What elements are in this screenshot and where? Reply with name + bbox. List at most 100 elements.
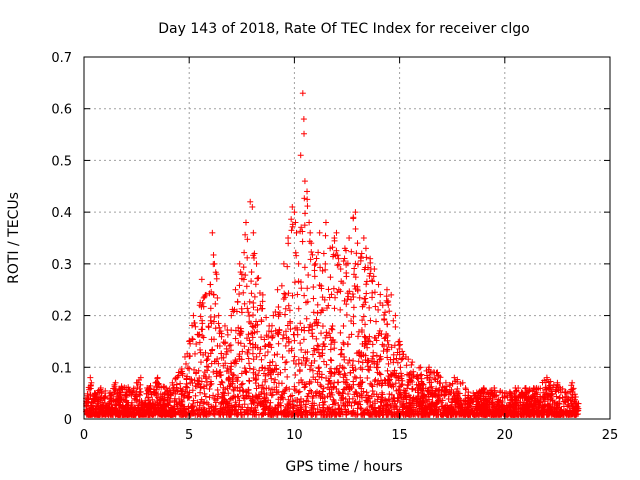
background-cloud-point	[296, 366, 303, 373]
background-cloud-point	[385, 360, 392, 367]
background-cloud-point	[247, 340, 254, 347]
background-cloud-point	[309, 251, 316, 258]
data-point	[253, 260, 260, 267]
background-cloud-point	[367, 317, 374, 324]
background-cloud-point	[223, 345, 230, 352]
background-cloud-point	[177, 380, 184, 387]
background-cloud-point	[285, 339, 292, 346]
background-cloud-point	[369, 289, 376, 296]
background-cloud-point	[241, 249, 248, 256]
background-cloud-point	[281, 366, 288, 373]
background-cloud-point	[193, 341, 200, 348]
background-cloud-point	[253, 318, 260, 325]
background-cloud-point	[282, 305, 289, 312]
background-cloud-point	[271, 351, 278, 358]
background-cloud-point	[363, 290, 370, 297]
data-point	[409, 359, 416, 366]
background-cloud-point	[288, 216, 295, 223]
background-cloud-point	[302, 210, 309, 217]
background-cloud-point	[377, 291, 384, 298]
background-cloud-point	[301, 195, 308, 202]
data-point	[383, 286, 390, 293]
background-cloud-point	[197, 359, 204, 366]
background-cloud-point	[288, 227, 295, 234]
background-cloud-point	[210, 251, 217, 258]
data-point	[388, 291, 395, 298]
background-cloud-point	[373, 318, 380, 325]
data-point	[289, 203, 296, 210]
background-cloud-point	[331, 305, 338, 312]
background-cloud-point	[240, 388, 247, 395]
background-cloud-point	[303, 315, 310, 322]
background-cloud-point	[339, 364, 346, 371]
background-cloud-point	[245, 309, 252, 316]
background-cloud-point	[253, 376, 260, 383]
background-cloud-point	[334, 262, 341, 269]
background-cloud-point	[256, 367, 263, 374]
background-cloud-point	[202, 393, 209, 400]
background-cloud-point	[264, 348, 271, 355]
background-cloud-point	[372, 303, 379, 310]
background-cloud-point	[319, 346, 326, 353]
background-cloud-point	[227, 342, 234, 349]
background-cloud-point	[297, 320, 304, 327]
data-point	[236, 260, 243, 267]
background-cloud-point	[278, 380, 285, 387]
background-cloud-point	[394, 349, 401, 356]
background-cloud-point	[249, 323, 256, 330]
data-point	[333, 229, 340, 236]
background-cloud-point	[370, 353, 377, 360]
data-point	[396, 338, 403, 345]
background-cloud-point	[279, 354, 286, 361]
data-point	[316, 229, 323, 236]
data-point	[362, 245, 369, 252]
background-cloud-point	[245, 331, 252, 338]
background-cloud-point	[341, 370, 348, 377]
data-point	[295, 260, 302, 267]
background-cloud-point	[252, 404, 259, 411]
background-cloud-point	[364, 374, 371, 381]
x-tick-label: 25	[602, 428, 619, 443]
background-cloud-point	[366, 304, 373, 311]
background-cloud-point	[262, 352, 269, 359]
data-point	[232, 286, 239, 293]
background-cloud-point	[310, 284, 317, 291]
y-tick-label: 0.5	[51, 154, 72, 169]
background-cloud-point	[319, 323, 326, 330]
background-cloud-point	[327, 274, 334, 281]
background-cloud-point	[326, 294, 333, 301]
background-cloud-point	[334, 289, 341, 296]
background-cloud-point	[311, 262, 318, 269]
data-point	[243, 219, 250, 226]
background-cloud-point	[369, 278, 376, 285]
background-cloud-point	[207, 305, 214, 312]
data-point	[392, 312, 399, 319]
background-cloud-point	[274, 351, 281, 358]
background-cloud-point	[300, 336, 307, 343]
data-point	[354, 240, 361, 247]
background-cloud-point	[333, 247, 340, 254]
data-point	[280, 260, 287, 267]
data-point	[312, 260, 319, 267]
data-point	[250, 229, 257, 236]
background-cloud-point	[322, 232, 329, 239]
background-cloud-point	[218, 378, 225, 385]
background-cloud-point	[214, 294, 221, 301]
background-cloud-point	[297, 340, 304, 347]
data-point	[304, 188, 311, 195]
data-point	[249, 203, 256, 210]
background-cloud-point	[384, 337, 391, 344]
background-cloud-point	[203, 382, 210, 389]
data-point	[207, 281, 214, 288]
background-cloud-point	[238, 309, 245, 316]
background-cloud-point	[292, 371, 299, 378]
background-cloud-point	[282, 342, 289, 349]
data-point	[358, 250, 365, 257]
data-point	[346, 235, 353, 241]
background-cloud-point	[291, 353, 298, 360]
y-tick-label: 0.2	[51, 310, 72, 325]
x-tick-label: 10	[286, 428, 303, 443]
background-cloud-point	[224, 331, 231, 338]
background-cloud-point	[327, 356, 334, 363]
